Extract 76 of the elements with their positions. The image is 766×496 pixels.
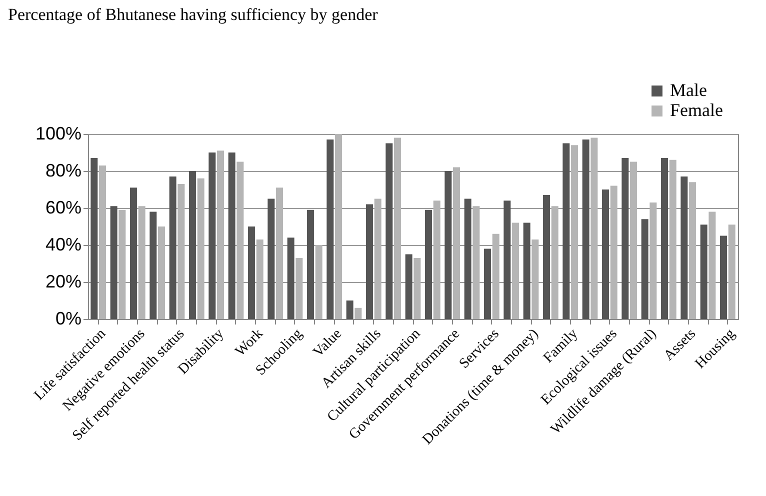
bar — [414, 258, 421, 319]
bar — [326, 140, 334, 319]
y-tick-label: 60% — [45, 198, 82, 218]
y-tick-label: 40% — [45, 234, 82, 254]
x-tick-label: Value — [310, 326, 345, 360]
bar — [669, 160, 676, 319]
y-tick-label: 0% — [55, 308, 82, 328]
bar — [453, 167, 460, 319]
y-tick-label: 100% — [35, 124, 82, 144]
bar — [424, 210, 432, 319]
bar — [571, 145, 578, 319]
bar — [208, 152, 216, 319]
bar — [622, 158, 629, 319]
bar — [484, 248, 491, 319]
bar — [228, 152, 236, 319]
bar — [354, 308, 362, 319]
bar — [394, 138, 402, 319]
bar — [602, 190, 609, 319]
bar — [472, 206, 480, 319]
bar — [444, 171, 452, 319]
bar — [650, 202, 657, 319]
bar — [248, 226, 255, 319]
bar — [504, 200, 511, 319]
bar — [256, 239, 264, 319]
bar — [366, 204, 373, 319]
bar — [720, 236, 727, 319]
bar — [276, 188, 284, 319]
bar — [236, 162, 244, 319]
bar — [700, 224, 708, 319]
bar — [287, 238, 294, 319]
bar — [99, 165, 106, 319]
bar — [138, 206, 146, 319]
bar — [188, 171, 196, 319]
bar — [158, 226, 166, 319]
bar — [689, 182, 696, 319]
bar — [346, 300, 354, 319]
bar — [542, 195, 550, 319]
bar — [492, 234, 500, 319]
bar — [680, 176, 688, 319]
bar — [90, 158, 98, 319]
y-tick-label: 20% — [45, 272, 82, 292]
bar — [728, 224, 736, 319]
bar — [610, 186, 618, 319]
bar — [551, 206, 558, 319]
bar — [178, 184, 185, 319]
bar — [660, 158, 668, 319]
bar — [110, 206, 118, 319]
bar — [562, 143, 570, 319]
bar — [512, 222, 520, 319]
bar — [130, 188, 137, 319]
bar — [405, 254, 412, 319]
y-tick-label: 80% — [45, 160, 82, 180]
legend-label: Male — [670, 80, 707, 100]
bar — [296, 258, 303, 319]
bar — [708, 212, 716, 319]
bar — [335, 134, 342, 319]
bar — [268, 198, 275, 319]
bar — [374, 198, 382, 319]
bar — [150, 212, 157, 319]
bar — [306, 210, 314, 319]
bar — [386, 143, 393, 319]
legend-label: Female — [670, 100, 723, 120]
bar — [433, 200, 440, 319]
bar — [118, 210, 126, 319]
bar — [217, 150, 224, 319]
bar — [630, 162, 638, 319]
bar — [464, 198, 472, 319]
bar — [523, 222, 530, 319]
bar — [590, 138, 598, 319]
chart-title: Percentage of Bhutanese having sufficiency by gender — [8, 5, 378, 24]
bar — [169, 176, 176, 319]
bar — [641, 219, 648, 319]
bar — [532, 239, 539, 319]
bar — [315, 245, 322, 319]
bar — [582, 140, 590, 319]
bar — [197, 178, 204, 319]
